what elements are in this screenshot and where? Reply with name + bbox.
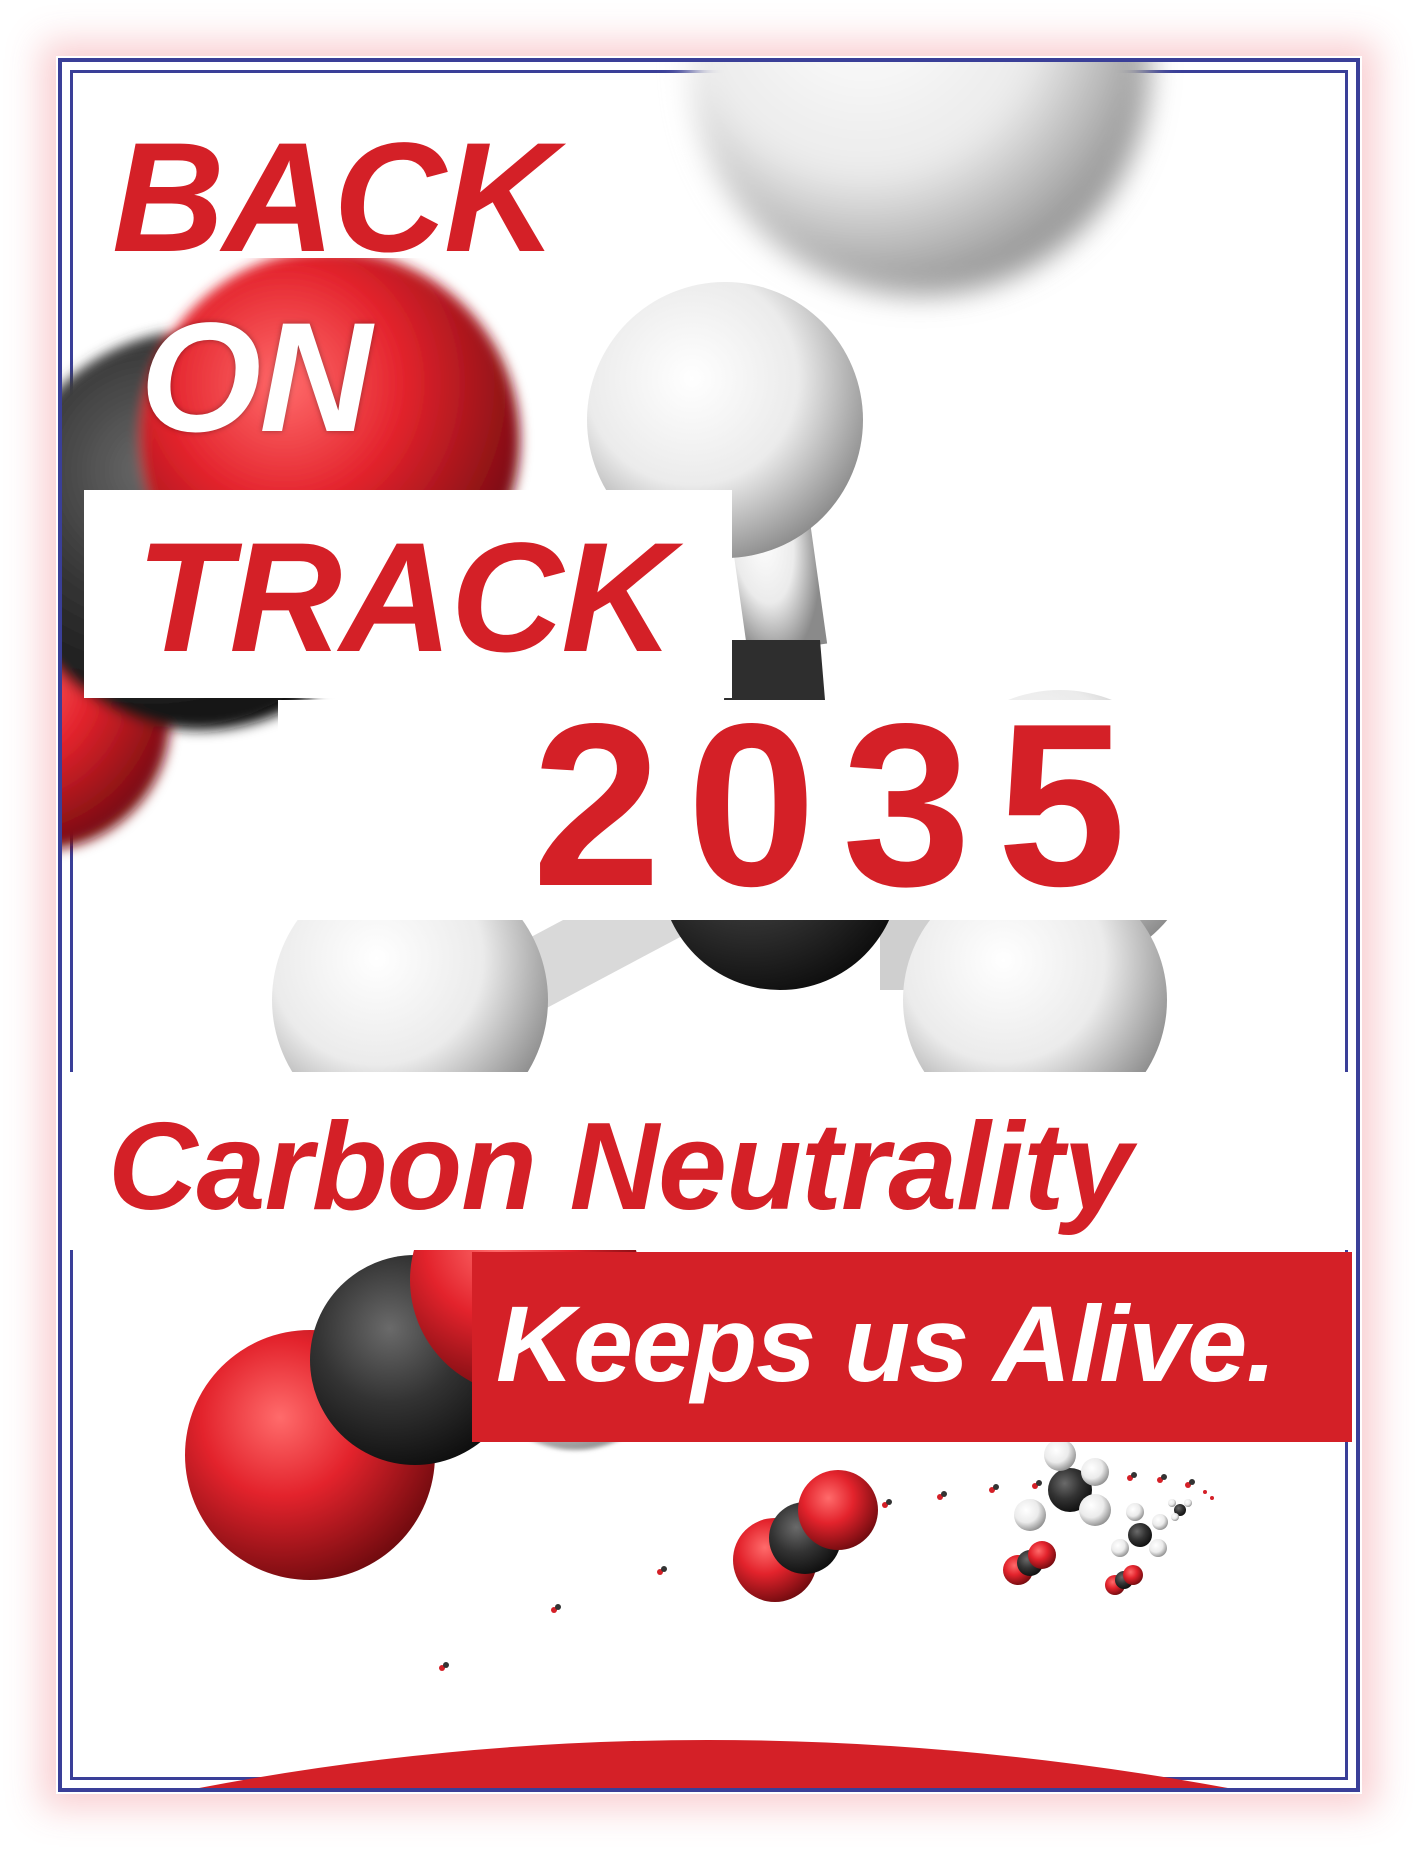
molecule-specks bbox=[439, 1472, 1214, 1671]
methane-molecule-small-3 bbox=[1168, 1499, 1192, 1521]
headline-box-track bbox=[84, 490, 732, 698]
headline-line-2: ON bbox=[140, 291, 372, 465]
methane-molecule-small-2 bbox=[1111, 1503, 1168, 1557]
co2-molecule-small-1 bbox=[733, 1470, 878, 1602]
tagline-main: Carbon Neutrality bbox=[108, 1098, 1132, 1236]
tagline-sub: Keeps us Alive. bbox=[496, 1283, 1276, 1404]
headline-box-back bbox=[84, 96, 616, 258]
headline-line-1: BACK bbox=[112, 111, 557, 285]
headline-line-3: TRACK bbox=[136, 511, 674, 685]
co2-molecule-small-3 bbox=[1105, 1565, 1143, 1595]
year-box bbox=[278, 700, 1318, 920]
methane-molecule-small-1 bbox=[1014, 1439, 1111, 1531]
headline-year: 2035 bbox=[532, 676, 1153, 935]
sub-tagline-bar bbox=[472, 1252, 1352, 1442]
bottom-arc bbox=[199, 1740, 1228, 1788]
co2-molecule-small-2 bbox=[1003, 1541, 1056, 1585]
tagline-box bbox=[62, 1072, 1356, 1250]
atom-hydrogen bbox=[690, 62, 1150, 295]
